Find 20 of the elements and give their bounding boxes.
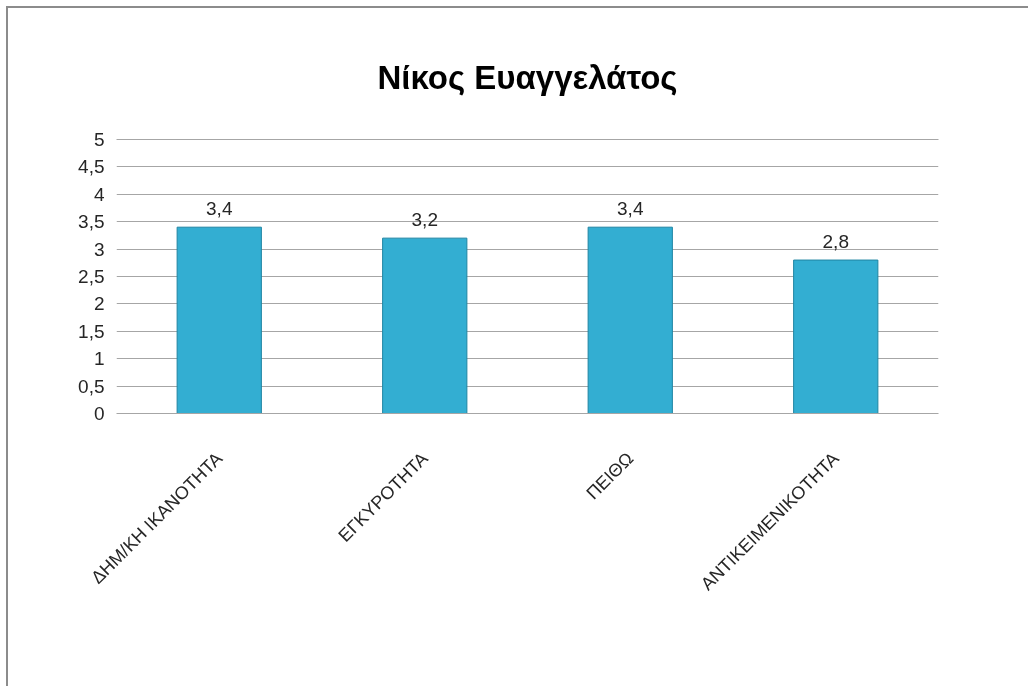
data-label: 3,4 xyxy=(617,198,644,220)
y-tick-label: 0 xyxy=(93,403,105,424)
y-tick-label: 3,5 xyxy=(78,211,105,233)
data-label: 3,2 xyxy=(411,209,438,231)
data-label: 2,8 xyxy=(822,231,849,253)
y-tick-label: 1,5 xyxy=(78,320,105,342)
y-tick-label: 1 xyxy=(93,348,105,370)
bar xyxy=(382,237,468,414)
y-tick-label: 4,5 xyxy=(78,156,105,178)
bar xyxy=(587,226,673,414)
y-tick-label: 4 xyxy=(93,183,105,205)
y-tick-label: 0,5 xyxy=(78,375,105,397)
data-label: 3,4 xyxy=(206,198,233,220)
chart-title: Νίκος Ευαγγελάτος xyxy=(377,58,678,96)
bar xyxy=(793,259,879,414)
y-tick-label: 2,5 xyxy=(78,266,105,287)
y-tick-label: 5 xyxy=(93,129,105,150)
y-tick-label: 2 xyxy=(93,293,105,315)
y-tick-label: 3 xyxy=(93,238,105,260)
bar xyxy=(176,226,262,414)
